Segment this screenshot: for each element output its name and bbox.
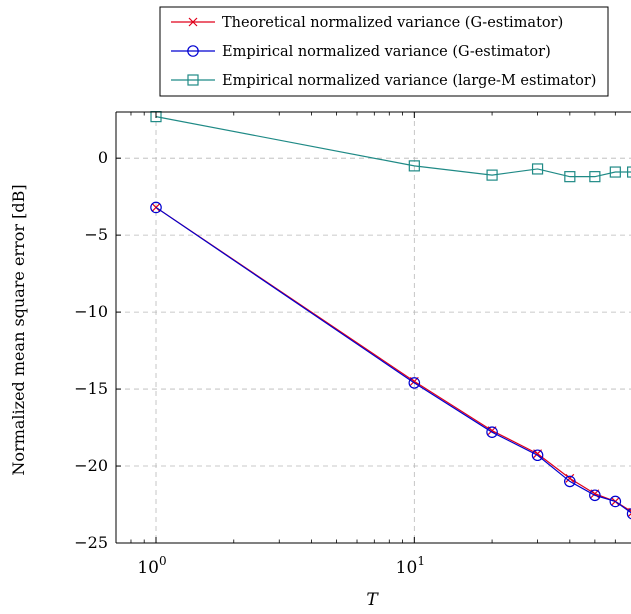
axes — [115, 111, 631, 544]
legend-marker — [187, 74, 199, 86]
data-point — [626, 508, 631, 520]
legend-entry: Theoretical normalized variance (G-estim… — [171, 15, 563, 31]
data-point — [408, 160, 420, 172]
data-point — [627, 166, 631, 178]
legend-box — [159, 6, 609, 97]
y-tick-label: −20 — [74, 456, 108, 475]
series-1 — [151, 203, 631, 517]
data-point — [531, 163, 544, 175]
data-point — [150, 201, 162, 214]
x-tick-label: 100 — [137, 554, 166, 578]
series-line — [155, 206, 631, 514]
y-axis-label: Normalized mean square error [dB] — [9, 184, 28, 475]
legend-label: Empirical normalized variance (G-estimat… — [222, 44, 551, 60]
y-tick-label: −15 — [74, 379, 108, 398]
legend-label: Empirical normalized variance (large-M e… — [222, 73, 596, 89]
data-point — [564, 171, 576, 183]
x-axis-label: T — [366, 590, 379, 610]
legend-label: Theoretical normalized variance (G-estim… — [222, 15, 563, 31]
data-point — [589, 171, 601, 183]
y-tick-label: −10 — [74, 302, 108, 321]
series-2 — [150, 201, 631, 520]
grid — [116, 112, 631, 543]
ticks: 0 −5 −10 −15 −20 −25 100 101 — [74, 112, 616, 578]
series-3 — [150, 111, 631, 183]
x-marker-stroke — [188, 17, 198, 27]
legend-entry: Empirical normalized variance (G-estimat… — [171, 44, 551, 60]
series-layer — [150, 111, 631, 520]
y-tick-label: −5 — [84, 225, 108, 244]
x-marker-stroke — [628, 512, 631, 517]
data-point — [408, 377, 421, 389]
data-point — [589, 489, 601, 502]
x-tick-label: 101 — [396, 554, 425, 578]
series-line — [155, 206, 631, 512]
legend: Theoretical normalized variance (G-estim… — [159, 6, 609, 97]
data-point — [486, 169, 498, 181]
y-tick-label: 0 — [98, 148, 108, 167]
legend-marker — [188, 17, 198, 27]
data-point — [564, 475, 576, 488]
data-point — [531, 449, 544, 462]
data-point — [565, 473, 575, 483]
series-line — [155, 116, 631, 178]
data-point — [486, 426, 498, 438]
y-tick-label: −25 — [74, 533, 108, 552]
legend-marker — [187, 45, 199, 57]
x-marker-stroke — [565, 473, 575, 483]
data-point — [609, 495, 622, 508]
legend-entry: Empirical normalized variance (large-M e… — [171, 73, 596, 89]
data-point — [609, 166, 621, 178]
